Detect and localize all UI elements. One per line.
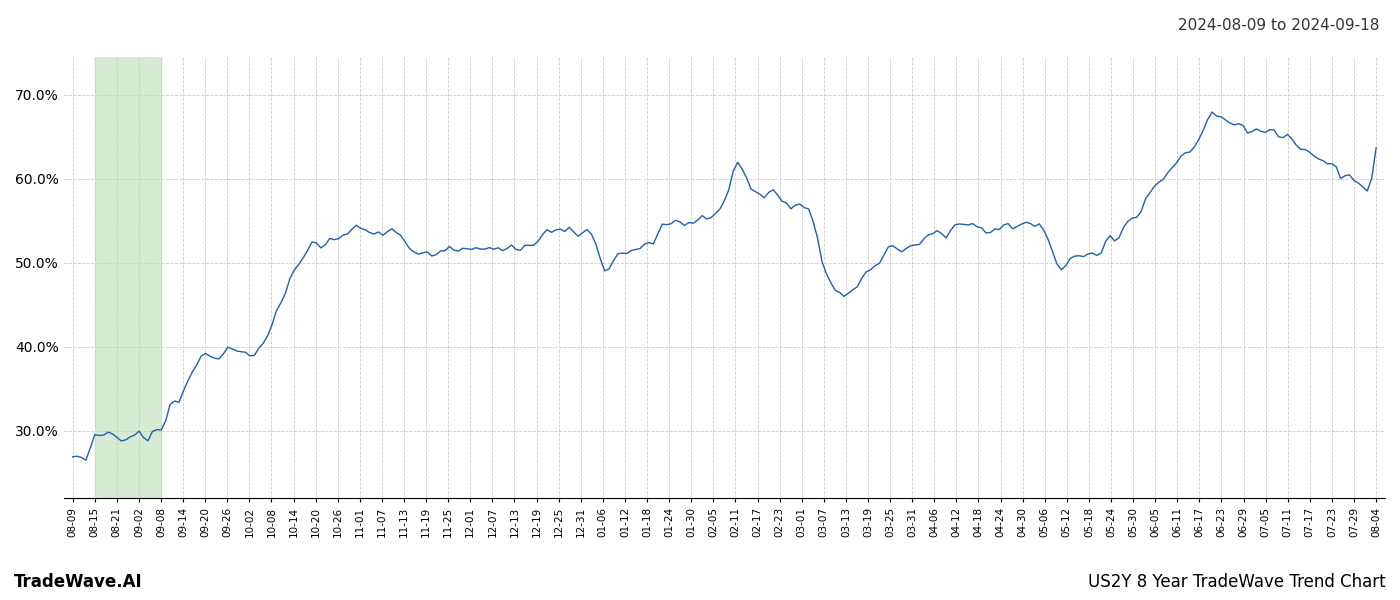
Text: 2024-08-09 to 2024-09-18: 2024-08-09 to 2024-09-18: [1177, 18, 1379, 33]
Text: US2Y 8 Year TradeWave Trend Chart: US2Y 8 Year TradeWave Trend Chart: [1088, 573, 1386, 591]
Bar: [95, 57, 161, 498]
Text: TradeWave.AI: TradeWave.AI: [14, 573, 143, 591]
